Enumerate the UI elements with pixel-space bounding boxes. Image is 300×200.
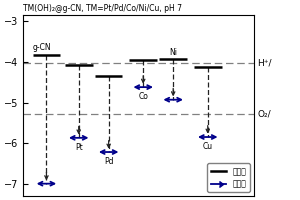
Text: TM(OH)₂@g-CN, TM=Pt/Pd/Co/Ni/Cu, pH 7: TM(OH)₂@g-CN, TM=Pt/Pd/Co/Ni/Cu, pH 7 xyxy=(23,4,182,13)
Legend: 导带底, 价带顶: 导带底, 价带顶 xyxy=(207,163,250,192)
Text: Pd: Pd xyxy=(104,157,113,166)
Text: Pt: Pt xyxy=(75,143,83,152)
Text: H⁺/: H⁺/ xyxy=(257,59,272,68)
Text: g-CN: g-CN xyxy=(33,43,51,52)
Text: Ni: Ni xyxy=(169,48,177,57)
Text: Cu: Cu xyxy=(203,142,213,151)
Text: O₂/: O₂/ xyxy=(257,109,271,118)
Text: Co: Co xyxy=(138,92,148,101)
